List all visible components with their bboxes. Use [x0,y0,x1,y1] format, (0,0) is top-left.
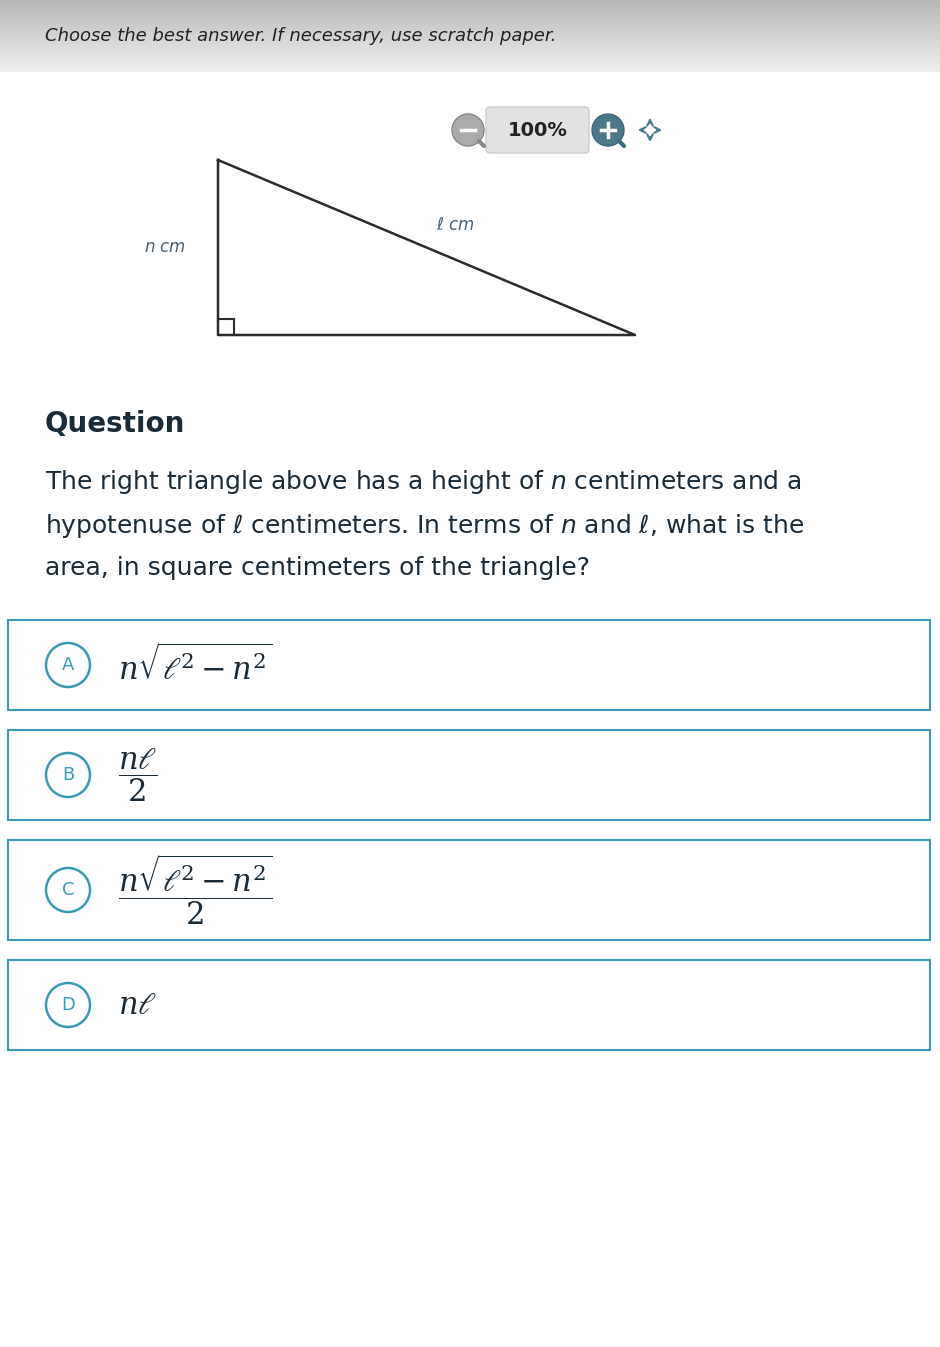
Bar [0,23,940,24]
Bar [0,22,940,23]
Bar [0,30,940,31]
Bar [0,58,940,59]
Bar [0,5,940,7]
Bar [0,48,940,50]
Bar [0,5,940,8]
Bar [0,55,940,57]
Bar [0,38,940,39]
Bar [0,36,940,39]
Text: The right triangle above has a height of $n$ centimeters and a: The right triangle above has a height of… [45,467,802,496]
Bar [0,50,940,51]
Bar [0,12,940,13]
Bar [0,57,940,58]
FancyBboxPatch shape [8,620,930,710]
Text: B: B [62,766,74,784]
Bar [0,11,940,12]
Bar [0,24,940,26]
Bar [0,18,940,19]
FancyBboxPatch shape [8,960,930,1051]
Bar [0,9,940,12]
Bar [0,42,940,43]
Bar [0,54,940,55]
Bar [0,69,940,70]
Bar [0,39,940,40]
Text: hypotenuse of $\ell$ centimeters. In terms of $n$ and $\ell$, what is the: hypotenuse of $\ell$ centimeters. In ter… [45,512,804,540]
Bar [0,43,940,44]
Bar [0,9,940,11]
Bar [0,7,940,8]
Circle shape [46,753,90,797]
Text: A: A [62,656,74,674]
Bar [0,18,940,19]
Bar [0,35,940,36]
Bar [0,16,940,18]
Bar [0,66,940,67]
Bar [0,53,940,54]
Bar [0,47,940,48]
FancyBboxPatch shape [486,106,589,154]
Bar [0,53,940,54]
Bar [0,61,940,62]
FancyBboxPatch shape [8,730,930,820]
Bar [0,65,940,66]
Bar [0,44,940,46]
Bar [0,57,940,58]
Bar [0,34,940,35]
Bar [0,40,940,42]
Circle shape [452,114,484,145]
Bar [0,67,940,70]
Bar [0,46,940,47]
Bar [0,0,940,1]
Text: area, in square centimeters of the triangle?: area, in square centimeters of the trian… [45,556,590,581]
Text: 100%: 100% [508,120,568,140]
Circle shape [46,643,90,687]
Text: $\ell$ cm: $\ell$ cm [436,216,475,234]
Text: C: C [62,881,74,898]
Bar [0,44,940,47]
Bar [0,4,940,5]
Bar [0,8,940,9]
Bar [0,48,940,50]
Bar [0,19,940,20]
Text: $\dfrac{n\ell}{2}$: $\dfrac{n\ell}{2}$ [118,746,157,804]
Bar [0,67,940,69]
Bar [0,22,940,23]
Bar [0,62,940,63]
Circle shape [46,983,90,1026]
Bar [0,13,940,15]
Circle shape [592,114,624,145]
Bar [0,40,940,43]
Text: Question: Question [45,409,185,438]
Bar [0,32,940,34]
Bar [0,1,940,3]
Bar [0,20,940,22]
Bar [0,3,940,4]
Bar [0,51,940,53]
Bar [0,36,940,38]
Bar [0,28,940,30]
Bar [0,26,940,27]
FancyBboxPatch shape [8,841,930,940]
Text: Choose the best answer. If necessary, use scratch paper.: Choose the best answer. If necessary, us… [45,27,556,44]
Circle shape [46,867,90,912]
Text: $\dfrac{n\sqrt{\ell^2 - n^2}}{2}$: $\dfrac{n\sqrt{\ell^2 - n^2}}{2}$ [118,853,273,927]
Bar [0,70,940,71]
Text: $n\sqrt{\ell^2 - n^2}$: $n\sqrt{\ell^2 - n^2}$ [118,644,273,686]
Text: $n$ cm: $n$ cm [144,238,186,256]
Bar [0,15,940,16]
Text: $n\ell$: $n\ell$ [118,990,157,1020]
Bar [0,59,940,61]
Bar [0,32,940,35]
Bar [0,61,940,62]
Bar [0,1,940,4]
Bar [0,30,940,31]
Bar [0,31,940,32]
Text: D: D [61,995,75,1014]
Bar [0,13,940,16]
Bar [0,26,940,27]
Bar [0,71,940,73]
Bar [0,27,940,28]
Bar [0,65,940,66]
Bar [0,63,940,65]
